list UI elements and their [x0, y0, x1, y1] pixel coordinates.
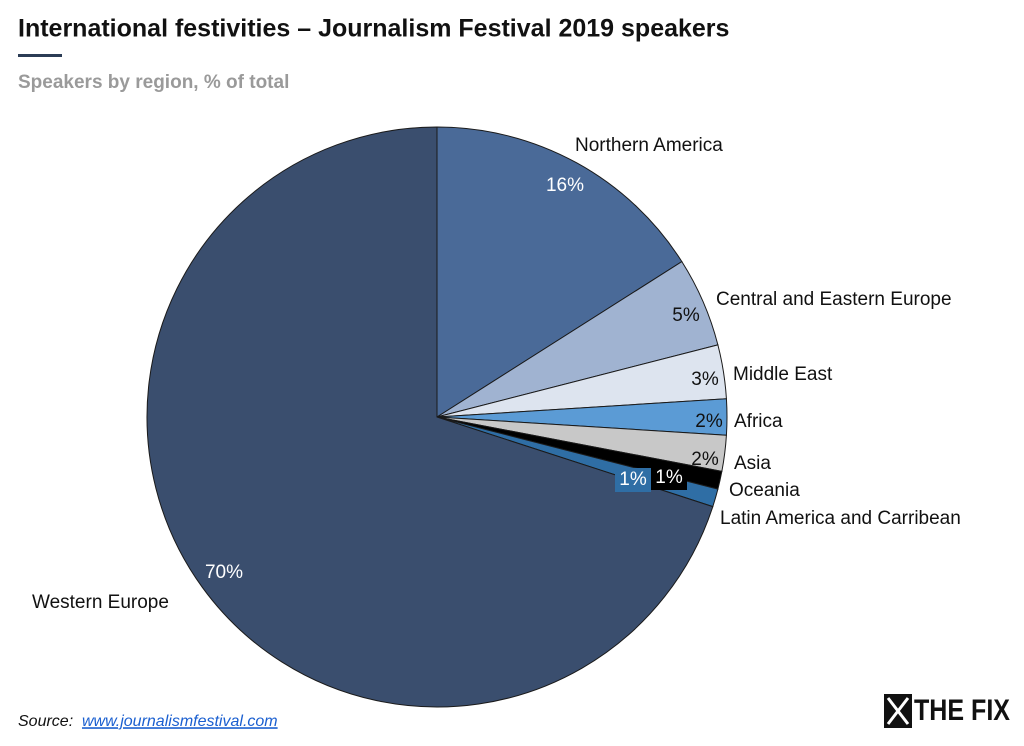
chart-title: International festivities – Journalism F…	[18, 15, 729, 43]
value-label: 5%	[672, 305, 700, 326]
category-label: Asia	[734, 453, 771, 474]
logo: THE FIX	[884, 694, 1010, 728]
category-label: Latin America and Carribean	[720, 508, 961, 529]
value-label: 70%	[205, 562, 243, 583]
chart-subtitle: Speakers by region, % of total	[18, 72, 289, 93]
source-label: Source:	[18, 713, 73, 730]
category-label: Northern America	[575, 135, 723, 156]
category-label: Middle East	[733, 364, 833, 385]
pie-slice	[146, 126, 714, 708]
category-label: Africa	[734, 411, 783, 432]
value-label: 2%	[695, 411, 723, 432]
value-label: 16%	[546, 175, 584, 196]
title-underline	[18, 54, 62, 57]
logo-icon-cross	[886, 697, 910, 725]
source-link[interactable]: www.journalismfestival.com	[82, 713, 278, 730]
value-label: 3%	[691, 369, 719, 390]
value-label-bg	[615, 468, 651, 492]
category-label: Central and Eastern Europe	[716, 289, 952, 310]
category-label: Western Europe	[32, 592, 169, 613]
category-label: Oceania	[729, 480, 800, 501]
logo-text: THE FIX	[914, 694, 1010, 727]
value-label: 1%	[619, 469, 647, 490]
value-label: 2%	[691, 449, 719, 470]
value-label-bg	[651, 466, 687, 490]
pie-slice	[436, 126, 683, 418]
value-label: 1%	[655, 467, 683, 488]
